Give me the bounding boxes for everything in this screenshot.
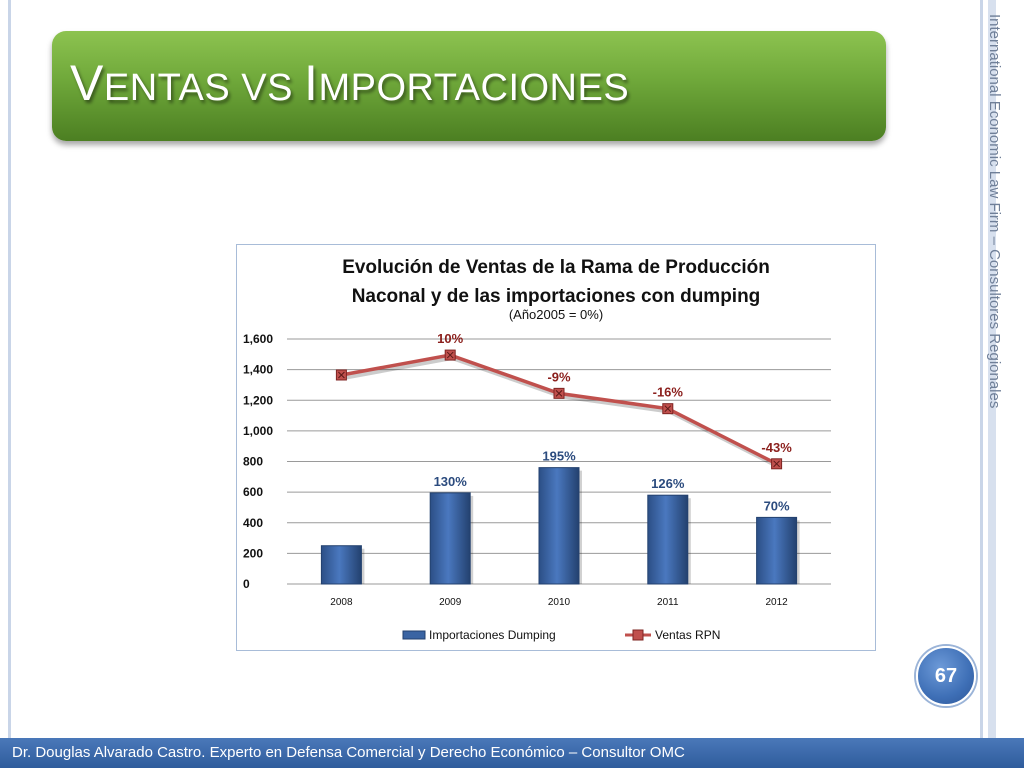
left-decor-rule <box>8 0 11 740</box>
y-tick-label: 0 <box>243 577 250 591</box>
bar-importaciones-2008 <box>320 545 362 585</box>
bar-importaciones-2012 <box>756 516 798 585</box>
footer-bar <box>0 738 1024 768</box>
y-tick-label: 1,400 <box>243 363 273 377</box>
legend-label-importaciones: Importaciones Dumping <box>429 628 556 642</box>
x-tick-label: 2011 <box>657 597 679 608</box>
y-tick-label: 1,200 <box>243 393 273 407</box>
legend-swatch-importaciones <box>402 630 426 640</box>
x-tick-label: 2010 <box>548 597 571 608</box>
x-tick-label: 2009 <box>439 597 462 608</box>
footer-text: Dr. Douglas Alvarado Castro. Experto en … <box>12 744 685 761</box>
right-decor-rules <box>980 0 998 740</box>
y-tick-label: 200 <box>243 546 263 560</box>
line-marker-cross <box>773 460 780 468</box>
chart-subtitle: (Año2005 = 0%) <box>508 307 604 322</box>
chart-title: Evolución de Ventas de la Rama de Produc… <box>342 257 770 307</box>
title-banner <box>52 31 886 141</box>
chart-frame: Evolución de Ventas de la Rama de Produc… <box>236 244 876 651</box>
line-marker-cross <box>446 351 454 359</box>
bar-data-label: 70% <box>764 498 790 513</box>
legend-label-ventas: Ventas RPN <box>655 628 720 642</box>
bar-importaciones-2010 <box>538 467 580 585</box>
line-marker-cross <box>555 390 563 397</box>
y-tick-label: 1,600 <box>243 332 273 346</box>
x-tick-label: 2008 <box>330 597 353 608</box>
chart-plot: 0 200 400 600 800 1,000 1,200 1,400 1,600 130% 195… <box>243 331 831 642</box>
bar-importaciones-2009 <box>429 492 471 585</box>
bar-importaciones-2011 <box>647 494 689 585</box>
line-marker-cross <box>664 405 672 413</box>
x-tick-label: 2012 <box>765 597 788 608</box>
side-firm-label: International Economic Law Firm – Consul… <box>986 14 1003 409</box>
legend-swatch-ventas-marker <box>632 629 644 641</box>
page-number-badge: 67 <box>916 646 976 706</box>
line-data-label: -43% <box>761 440 792 455</box>
y-tick-label: 400 <box>243 516 263 530</box>
bar-data-label: 126% <box>651 476 685 491</box>
slide-title: VENTAS VS IMPORTACIONES <box>70 55 630 111</box>
y-tick-label: 800 <box>243 455 263 469</box>
line-data-label: -9% <box>547 369 571 384</box>
line-data-label: -16% <box>653 385 684 400</box>
y-tick-label: 1,000 <box>243 424 273 438</box>
y-tick-label: 600 <box>243 485 263 499</box>
line-data-label: 10% <box>437 331 463 346</box>
bar-data-label: 130% <box>434 474 468 489</box>
line-marker-cross <box>338 371 345 379</box>
bar-data-label: 195% <box>542 449 576 464</box>
